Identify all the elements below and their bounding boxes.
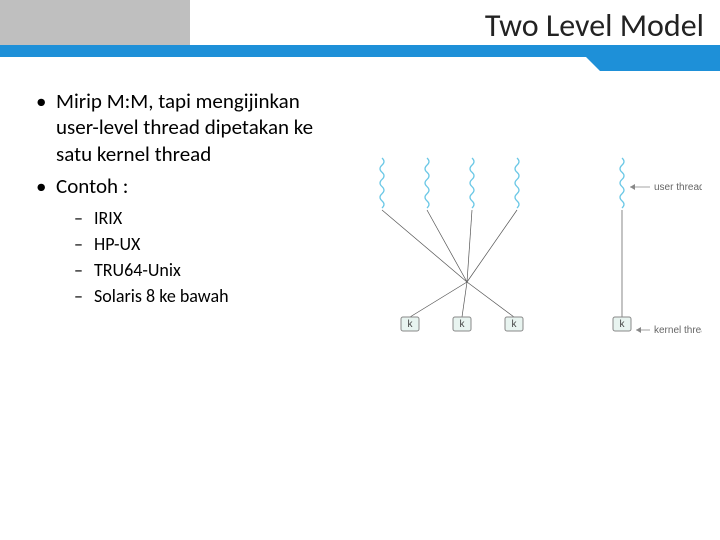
- user-thread-icon: [515, 158, 519, 208]
- bullet-mark: •: [36, 88, 56, 167]
- map-line: [410, 282, 467, 317]
- slide-header: Two Level Model: [0, 0, 720, 62]
- map-line: [467, 210, 517, 282]
- sub-bullet-item: –TRU64-Unix: [74, 257, 346, 283]
- dash-mark: –: [74, 283, 94, 309]
- sub-bullet-item: –HP-UX: [74, 231, 346, 257]
- bullet-mark: •: [36, 173, 56, 199]
- dash-mark: –: [74, 205, 94, 231]
- arrowhead-icon: [636, 327, 641, 333]
- header-blue-bar: [0, 45, 720, 57]
- slide-title: Two Level Model: [485, 6, 704, 45]
- map-line: [467, 282, 514, 317]
- user-thread-icon: [425, 158, 429, 208]
- bullet-item: • Mirip M:M, tapi mengijinkan user-level…: [36, 88, 346, 167]
- sub-bullet-text: TRU64-Unix: [94, 257, 181, 283]
- bullet-text: Mirip M:M, tapi mengijinkan user-level t…: [56, 88, 346, 167]
- bullet-item: • Contoh :: [36, 173, 346, 199]
- sub-bullet-list: –IRIX –HP-UX –TRU64-Unix –Solaris 8 ke b…: [74, 205, 346, 309]
- sub-bullet-text: Solaris 8 ke bawah: [94, 283, 229, 309]
- user-thread-icon: [470, 158, 474, 208]
- text-column: • Mirip M:M, tapi mengijinkan user-level…: [36, 88, 346, 309]
- arrowhead-icon: [630, 184, 635, 190]
- header-grey-block: [0, 0, 190, 50]
- kernel-thread-label: kernel thread: [654, 325, 702, 336]
- bullet-text: Contoh :: [56, 173, 128, 199]
- map-line: [427, 210, 467, 282]
- sub-bullet-text: HP-UX: [94, 231, 140, 257]
- user-thread-label: user thread: [654, 182, 702, 193]
- user-thread-icon: [380, 158, 384, 208]
- sub-bullet-item: –Solaris 8 ke bawah: [74, 283, 346, 309]
- map-line: [467, 210, 472, 282]
- header-blue-tab: [600, 57, 720, 71]
- map-line: [462, 282, 467, 317]
- sub-bullet-item: –IRIX: [74, 205, 346, 231]
- dash-mark: –: [74, 257, 94, 283]
- thread-diagram: kkkkuser threadkernel thread: [352, 142, 702, 382]
- user-thread-icon: [620, 158, 624, 208]
- map-line: [382, 210, 467, 282]
- dash-mark: –: [74, 231, 94, 257]
- sub-bullet-text: IRIX: [94, 205, 122, 231]
